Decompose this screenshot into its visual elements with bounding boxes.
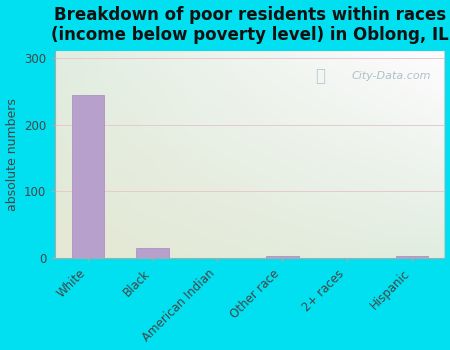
Text: ⦿: ⦿ [315, 67, 325, 85]
Title: Breakdown of poor residents within races
(income below poverty level) in Oblong,: Breakdown of poor residents within races… [51, 6, 449, 44]
Bar [396, 256, 428, 258]
Y-axis label: absolute numbers: absolute numbers [5, 98, 18, 211]
Bar [72, 95, 104, 258]
Text: City-Data.com: City-Data.com [351, 71, 431, 81]
Bar [266, 256, 298, 258]
Bar [136, 248, 169, 258]
